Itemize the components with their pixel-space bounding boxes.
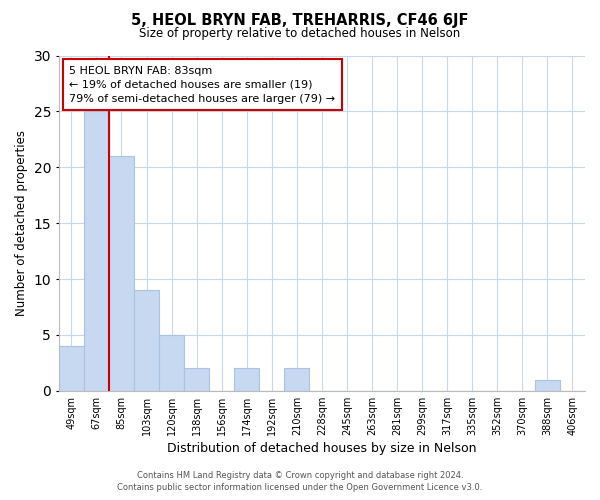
Bar — [234, 368, 259, 391]
Text: 5 HEOL BRYN FAB: 83sqm
← 19% of detached houses are smaller (19)
79% of semi-det: 5 HEOL BRYN FAB: 83sqm ← 19% of detached… — [70, 66, 335, 104]
Text: Size of property relative to detached houses in Nelson: Size of property relative to detached ho… — [139, 28, 461, 40]
Text: 5, HEOL BRYN FAB, TREHARRIS, CF46 6JF: 5, HEOL BRYN FAB, TREHARRIS, CF46 6JF — [131, 12, 469, 28]
Text: Contains HM Land Registry data © Crown copyright and database right 2024.
Contai: Contains HM Land Registry data © Crown c… — [118, 471, 482, 492]
Bar — [59, 346, 84, 391]
Y-axis label: Number of detached properties: Number of detached properties — [15, 130, 28, 316]
Bar — [535, 380, 560, 391]
Bar — [109, 156, 134, 391]
X-axis label: Distribution of detached houses by size in Nelson: Distribution of detached houses by size … — [167, 442, 476, 455]
Bar — [159, 335, 184, 391]
Bar — [184, 368, 209, 391]
Bar — [284, 368, 310, 391]
Bar — [134, 290, 159, 391]
Bar — [84, 112, 109, 391]
